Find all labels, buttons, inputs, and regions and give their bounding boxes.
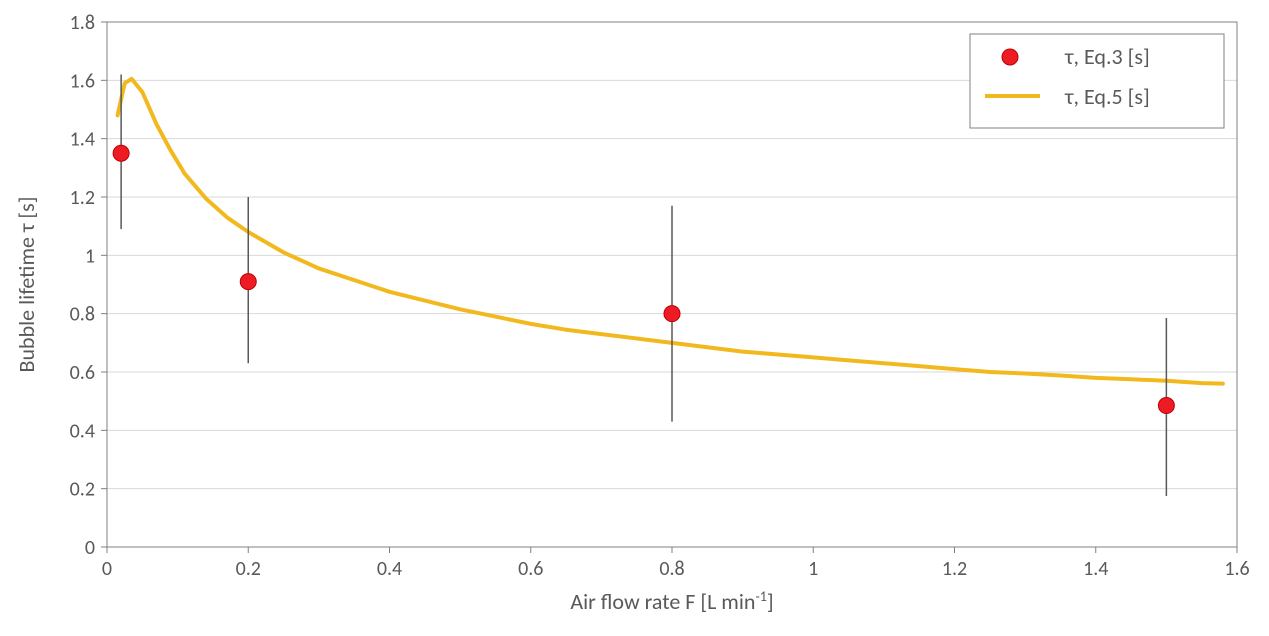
y-tick-label: 1.4 [70,128,95,152]
chart-container: 0 0.2 0.4 0.6 0.8 1 1.2 1.4 1.6 0 0.2 0.4 0.6 0.8 1 1.2… [0,0,1269,636]
x-tick-label: 0.6 [518,557,543,581]
x-tick-label: 1.6 [1224,557,1249,581]
legend-label-eq3: τ, Eq.3 [s] [1064,43,1150,70]
data-point-eq3 [664,306,680,322]
y-tick-label: 1.2 [70,186,95,210]
y-tick-label: 0.4 [70,419,95,443]
data-point-eq3 [1158,398,1174,414]
x-tick-label: 1.2 [942,557,967,581]
x-tick-label: 0 [102,557,112,581]
legend-label-eq5: τ, Eq.5 [s] [1064,83,1150,110]
y-tick-label: 1 [85,244,95,268]
x-tick-label: 1.4 [1083,557,1108,581]
legend-marker-icon [1002,49,1018,65]
x-tick-label: 1 [808,557,818,581]
data-point-eq3 [113,145,129,161]
x-tick-label: 0.8 [659,557,684,581]
y-tick-label: 1.8 [70,11,95,35]
x-tick-label: 0.2 [236,557,261,581]
y-tick-label: 0.8 [70,303,95,327]
y-tick-label: 0 [85,536,95,560]
y-tick-label: 0.6 [70,361,95,385]
chart-svg: 0 0.2 0.4 0.6 0.8 1 1.2 1.4 1.6 0 0.2 0.4 0.6 0.8 1 1.2… [0,0,1269,636]
x-tick-label: 0.4 [377,557,402,581]
y-tick-label: 0.2 [70,478,95,502]
y-tick-label: 1.6 [70,69,95,93]
y-axis-label: Bubble lifetime τ [s] [13,196,40,372]
x-axis-label: Air flow rate F [L min-1] [570,588,773,616]
data-point-eq3 [240,274,256,290]
